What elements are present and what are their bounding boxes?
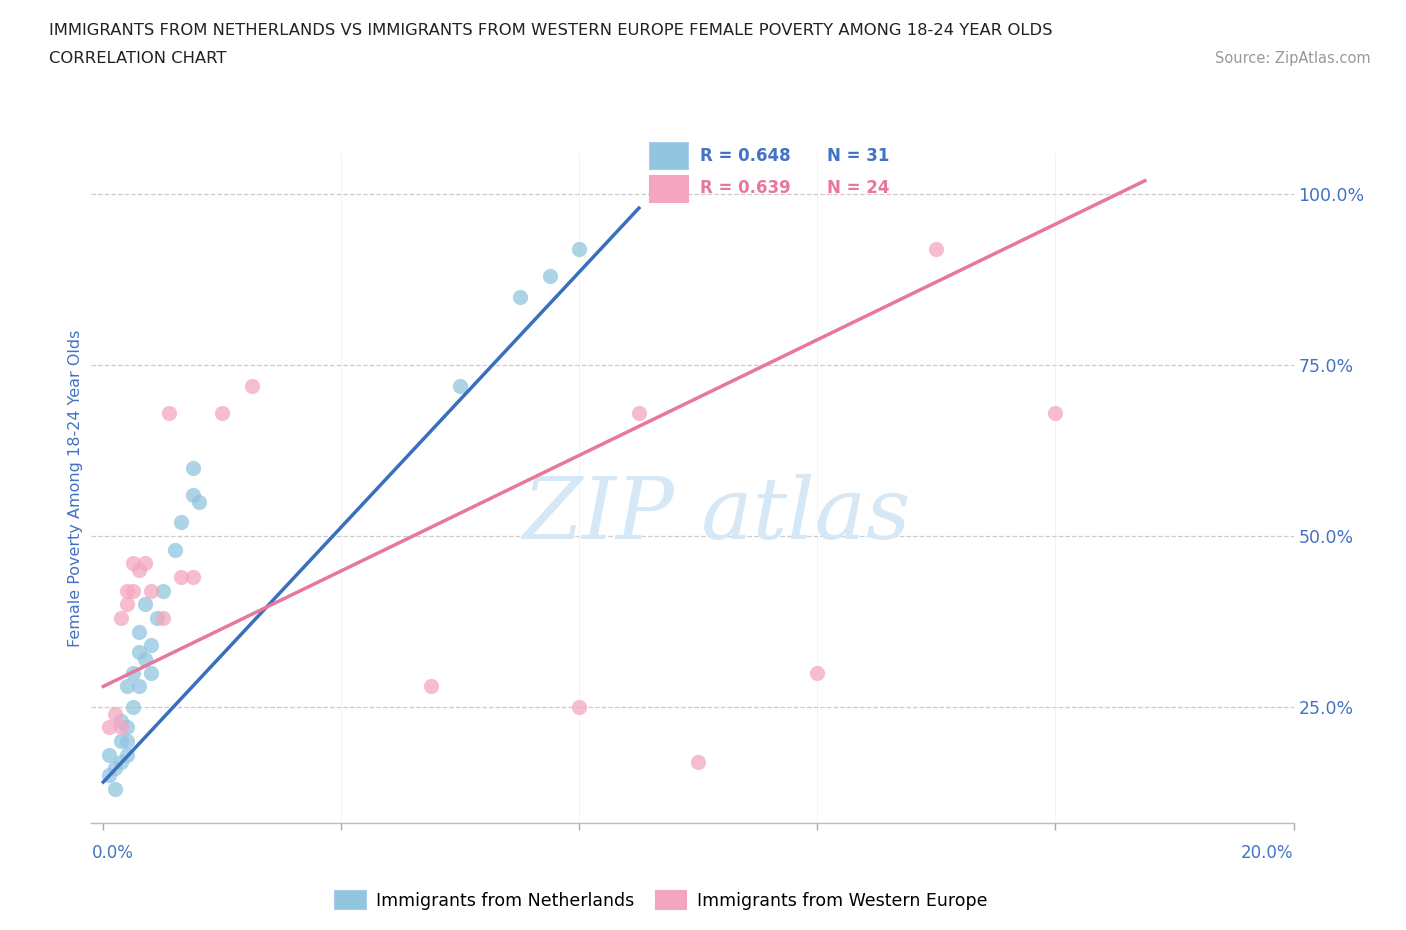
Point [419,679,441,694]
Point [211,405,233,420]
Legend: Immigrants from Netherlands, Immigrants from Western Europe: Immigrants from Netherlands, Immigrants … [328,884,994,917]
Point [110,713,132,728]
Point [925,242,948,257]
Point [115,583,138,598]
Point [115,597,138,612]
Point [152,583,174,598]
Point [104,761,127,776]
Point [152,611,174,626]
Point [115,720,138,735]
Point [115,679,138,694]
Point [98,720,121,735]
Text: N = 24: N = 24 [827,179,890,197]
Point [139,665,162,680]
Point [163,542,186,557]
Point [538,269,561,284]
Point [568,699,591,714]
Point [157,405,180,420]
Point [134,597,156,612]
Point [128,679,150,694]
Point [104,706,127,721]
FancyBboxPatch shape [648,142,688,169]
Point [169,570,191,585]
Point [627,405,650,420]
Point [240,379,263,393]
Point [110,734,132,749]
Point [134,652,156,667]
Point [568,242,591,257]
Point [128,563,150,578]
Text: ZIP atlas: ZIP atlas [522,473,911,556]
Point [449,379,471,393]
Point [806,665,828,680]
Point [110,754,132,769]
Point [110,720,132,735]
Point [187,495,209,510]
Point [134,556,156,571]
Point [139,638,162,653]
Text: 0.0%: 0.0% [91,844,134,862]
Point [115,734,138,749]
Text: R = 0.639: R = 0.639 [700,179,792,197]
Point [104,781,127,796]
Point [110,611,132,626]
Point [122,556,145,571]
Point [688,754,710,769]
Point [139,583,162,598]
Point [181,487,204,502]
Text: R = 0.648: R = 0.648 [700,147,790,165]
Point [181,460,204,475]
Point [146,611,169,626]
Point [98,768,121,783]
Point [122,699,145,714]
Point [509,289,531,304]
Point [115,748,138,763]
Point [181,570,204,585]
Y-axis label: Female Poverty Among 18-24 Year Olds: Female Poverty Among 18-24 Year Olds [67,329,83,647]
Point [122,665,145,680]
FancyBboxPatch shape [648,175,688,202]
Text: 20.0%: 20.0% [1241,844,1294,862]
Text: IMMIGRANTS FROM NETHERLANDS VS IMMIGRANTS FROM WESTERN EUROPE FEMALE POVERTY AMO: IMMIGRANTS FROM NETHERLANDS VS IMMIGRANT… [49,23,1053,38]
Point [98,748,121,763]
Text: Source: ZipAtlas.com: Source: ZipAtlas.com [1215,51,1371,66]
Point [128,624,150,639]
Point [1045,405,1067,420]
Point [169,515,191,530]
Point [128,644,150,659]
Text: N = 31: N = 31 [827,147,890,165]
Point [122,583,145,598]
Text: CORRELATION CHART: CORRELATION CHART [49,51,226,66]
